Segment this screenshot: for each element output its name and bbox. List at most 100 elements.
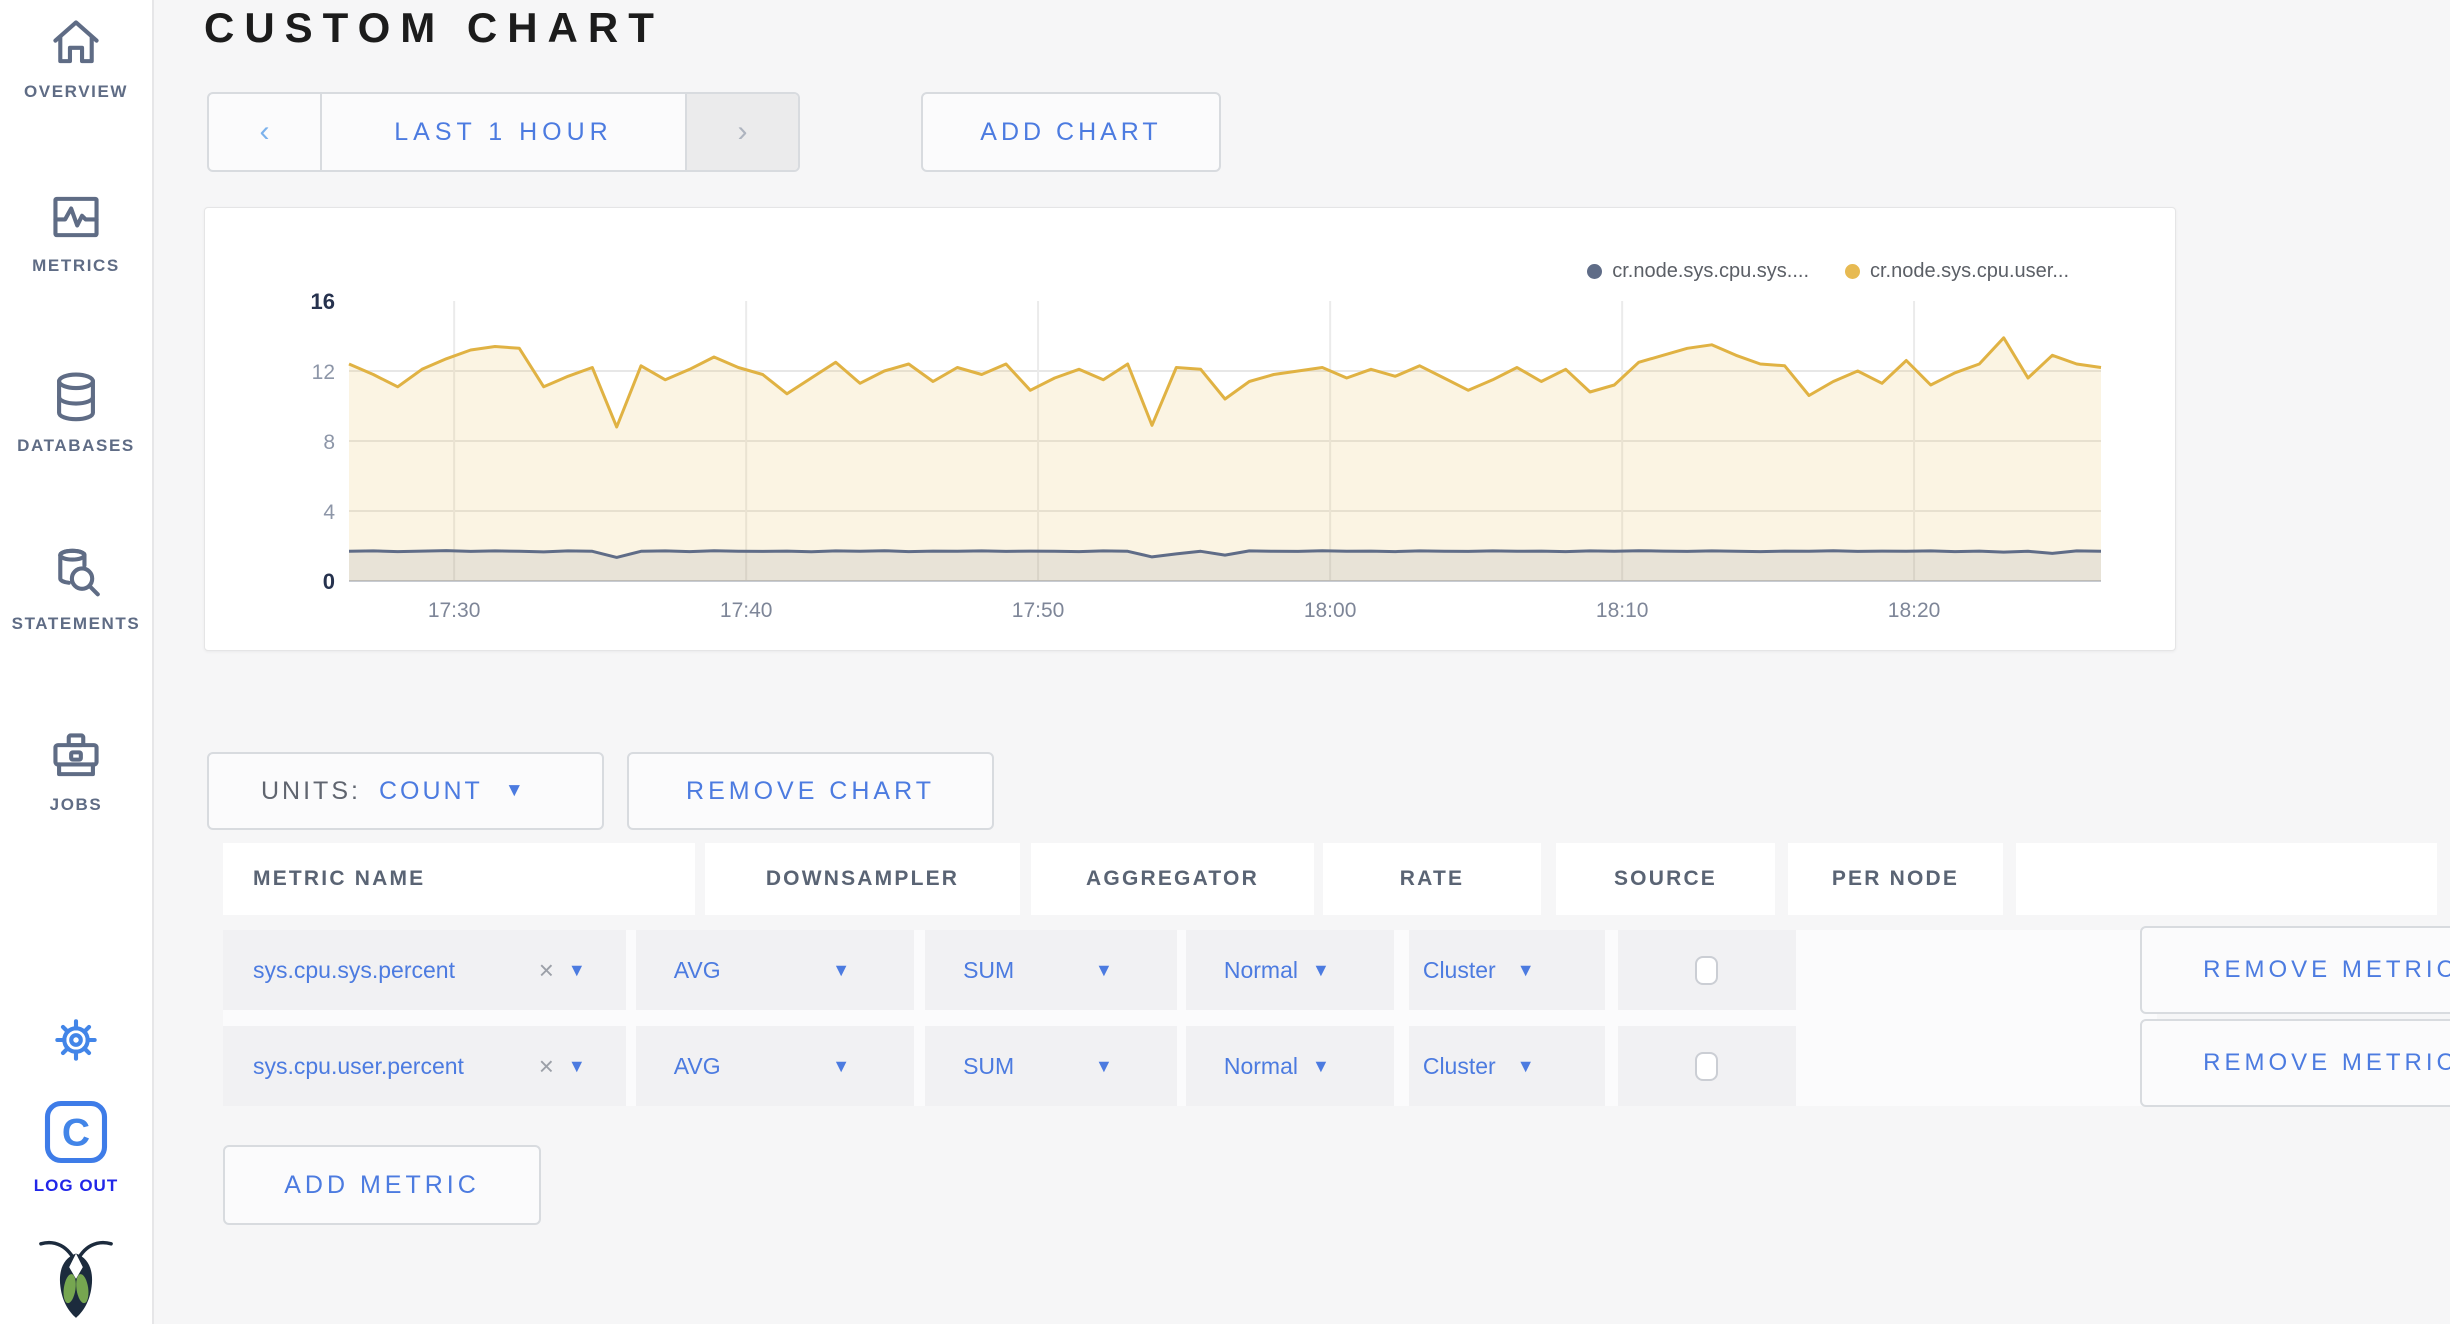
sidebar-item-label: DATABASES	[17, 436, 135, 455]
remove-metric-button[interactable]: REMOVE METRIC	[2140, 1019, 2450, 1107]
per-node-checkbox[interactable]	[1695, 955, 1719, 985]
page-title: CUSTOM CHART	[204, 4, 664, 51]
chart-card: cr.node.sys.cpu.sys.... cr.node.sys.cpu.…	[204, 207, 2176, 651]
units-row: UNITS: COUNT ▼ REMOVE CHART	[207, 752, 994, 830]
sidebar-item-label: METRICS	[32, 256, 120, 275]
clear-metric-icon[interactable]: ×	[538, 954, 554, 985]
sidebar-settings[interactable]	[0, 1014, 152, 1066]
briefcase-icon	[47, 727, 105, 785]
metric-name-dropdown[interactable]: sys.cpu.user.percent × ▼	[223, 1026, 626, 1106]
rate-value: Normal	[1223, 1052, 1298, 1079]
svg-text:18:10: 18:10	[1596, 599, 1649, 622]
sidebar-item-overview[interactable]: OVERVIEW	[0, 14, 152, 102]
chevron-left-icon: ‹	[259, 115, 270, 148]
aggregator-dropdown[interactable]: SUM ▼	[925, 930, 1177, 1010]
column-header-metric-name: METRIC NAME	[223, 843, 695, 915]
svg-text:17:30: 17:30	[428, 599, 481, 622]
downsampler-value: AVG	[673, 956, 721, 983]
bottom-shadow	[604, 1286, 2450, 1324]
statements-search-icon	[47, 546, 105, 604]
svg-text:18:00: 18:00	[1304, 599, 1357, 622]
column-header-actions	[2016, 843, 2437, 915]
units-label: UNITS:	[261, 776, 361, 805]
sidebar-item-label: STATEMENTS	[11, 614, 141, 633]
metrics-line-chart[interactable]: 17:30 17:40 17:50 18:00 18:10 18:20 0 4 8 12 16	[205, 208, 2175, 650]
remove-metric-button[interactable]: REMOVE METRIC	[2140, 926, 2450, 1014]
svg-text:4: 4	[323, 501, 335, 524]
svg-text:0: 0	[323, 569, 335, 594]
home-icon	[47, 14, 105, 72]
chevron-down-icon: ▼	[1095, 1055, 1113, 1076]
svg-text:17:40: 17:40	[720, 599, 773, 622]
logout-label: LOG OUT	[33, 1176, 119, 1195]
table-row: sys.cpu.sys.percent × ▼ AVG ▼ SUM ▼ Norm…	[223, 930, 2157, 1010]
add-chart-button[interactable]: ADD CHART	[921, 92, 1221, 172]
actions-cell	[1809, 930, 2157, 1010]
column-header-downsampler: DOWNSAMPLER	[705, 843, 1020, 915]
downsampler-dropdown[interactable]: AVG ▼	[635, 930, 915, 1010]
legend-label: cr.node.sys.cpu.sys....	[1612, 260, 1809, 282]
sidebar-item-statements[interactable]: STATEMENTS	[0, 546, 152, 634]
gear-icon	[50, 1014, 102, 1066]
time-window-range-button[interactable]: LAST 1 HOUR	[322, 94, 685, 170]
legend-label: cr.node.sys.cpu.user...	[1870, 260, 2069, 282]
svg-text:C: C	[62, 1112, 90, 1155]
remove-chart-button[interactable]: REMOVE CHART	[627, 752, 994, 830]
source-value: Cluster	[1422, 956, 1496, 983]
svg-text:8: 8	[323, 431, 335, 454]
table-row: sys.cpu.user.percent × ▼ AVG ▼ SUM ▼ Nor…	[223, 1026, 2157, 1106]
column-header-rate: RATE	[1323, 843, 1541, 915]
database-icon	[47, 368, 105, 426]
aggregator-value: SUM	[963, 956, 1015, 983]
svg-text:18:20: 18:20	[1888, 599, 1941, 622]
chevron-down-icon: ▼	[1312, 1055, 1330, 1076]
per-node-checkbox[interactable]	[1695, 1051, 1719, 1081]
chevron-down-icon: ▼	[567, 1055, 586, 1076]
table-rows: sys.cpu.sys.percent × ▼ AVG ▼ SUM ▼ Norm…	[223, 930, 2157, 1106]
rate-dropdown[interactable]: Normal ▼	[1185, 1026, 1394, 1106]
legend-item-sys[interactable]: cr.node.sys.cpu.sys....	[1587, 260, 1809, 283]
table-header-row: METRIC NAME DOWNSAMPLER AGGREGATOR RATE …	[223, 843, 2437, 915]
rate-value: Normal	[1223, 956, 1298, 983]
chevron-down-icon: ▼	[832, 959, 851, 980]
rate-dropdown[interactable]: Normal ▼	[1185, 930, 1394, 1010]
clear-metric-icon[interactable]: ×	[538, 1050, 554, 1081]
chevron-down-icon: ▼	[832, 1055, 851, 1076]
svg-text:17:50: 17:50	[1012, 599, 1065, 622]
chevron-down-icon: ▼	[1516, 1055, 1535, 1076]
main-content: CUSTOM CHART ‹ LAST 1 HOUR › ADD CHART c…	[154, 0, 2450, 1324]
add-metric-button[interactable]: ADD METRIC	[223, 1145, 541, 1225]
sidebar-logout[interactable]: C LOG OUT	[0, 1096, 152, 1196]
chevron-down-icon: ▼	[1516, 959, 1535, 980]
time-window-selector: ‹ LAST 1 HOUR ›	[207, 92, 800, 172]
time-window-prev-button[interactable]: ‹	[209, 94, 322, 170]
chevron-down-icon: ▼	[1095, 959, 1113, 980]
sidebar-item-jobs[interactable]: JOBS	[0, 727, 152, 815]
metrics-graph-icon	[47, 188, 105, 246]
actions-cell	[1809, 1026, 2157, 1106]
metric-name-value: sys.cpu.user.percent	[253, 1052, 464, 1079]
units-dropdown[interactable]: UNITS: COUNT ▼	[207, 752, 604, 830]
chevron-down-icon: ▼	[504, 780, 528, 801]
sidebar-item-databases[interactable]: DATABASES	[0, 368, 152, 456]
time-window-next-button[interactable]: ›	[685, 94, 798, 170]
metric-name-dropdown[interactable]: sys.cpu.sys.percent × ▼	[223, 930, 626, 1010]
time-range-label: LAST 1 HOUR	[394, 117, 613, 146]
downsampler-dropdown[interactable]: AVG ▼	[635, 1026, 915, 1106]
sidebar-brand	[0, 1228, 152, 1320]
legend-dot-icon	[1845, 264, 1860, 279]
chevron-down-icon: ▼	[567, 959, 586, 980]
legend-item-user[interactable]: cr.node.sys.cpu.user...	[1845, 260, 2069, 283]
aggregator-dropdown[interactable]: SUM ▼	[925, 1026, 1177, 1106]
source-dropdown[interactable]: Cluster ▼	[1408, 1026, 1605, 1106]
metric-name-value: sys.cpu.sys.percent	[253, 956, 455, 983]
chart-controls: ‹ LAST 1 HOUR › ADD CHART	[207, 92, 1221, 172]
svg-text:12: 12	[312, 361, 335, 384]
aggregator-value: SUM	[963, 1052, 1015, 1079]
source-dropdown[interactable]: Cluster ▼	[1408, 930, 1605, 1010]
legend-dot-icon	[1587, 264, 1603, 279]
chevron-right-icon: ›	[737, 115, 748, 148]
sidebar-item-metrics[interactable]: METRICS	[0, 188, 152, 276]
per-node-cell	[1617, 1026, 1796, 1106]
column-header-per-node: PER NODE	[1788, 843, 2003, 915]
